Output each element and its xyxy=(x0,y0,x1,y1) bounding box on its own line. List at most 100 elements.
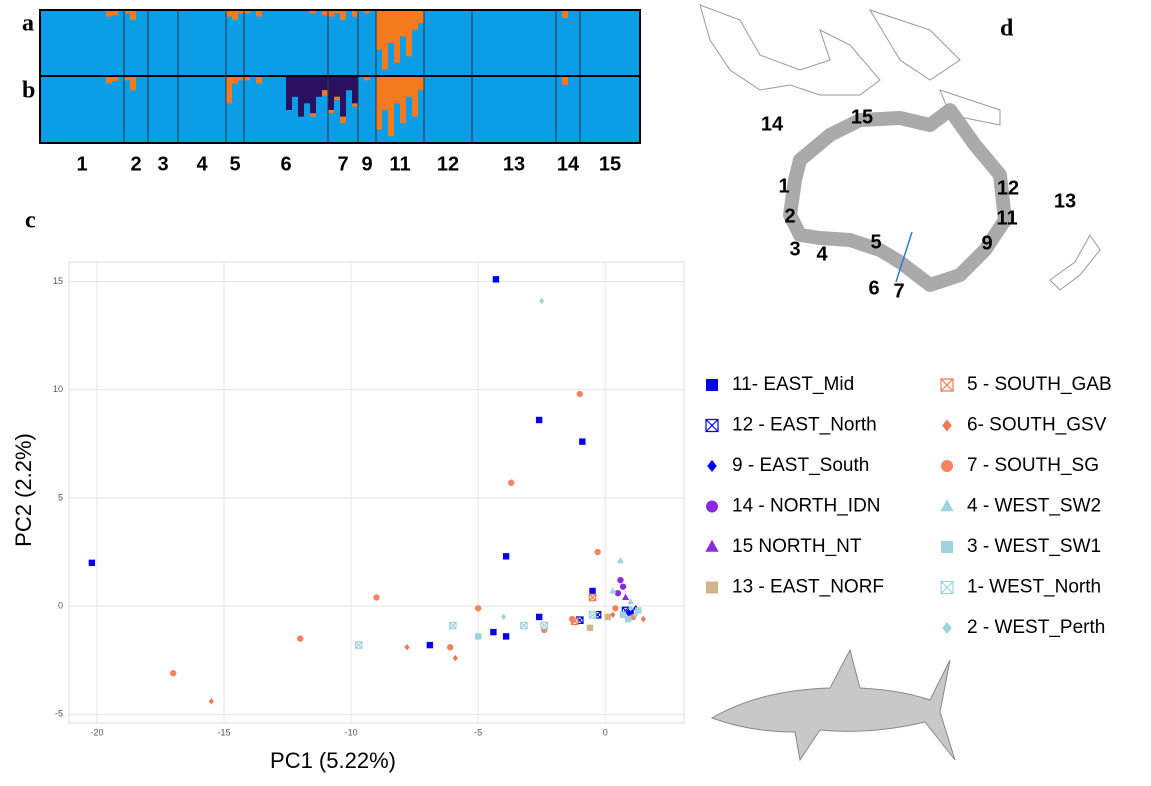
point xyxy=(619,583,627,590)
admixture-bar xyxy=(292,77,298,97)
legend-marker xyxy=(942,419,952,432)
admixture-bar xyxy=(364,77,370,81)
x-tick-label: 0 xyxy=(603,727,608,737)
point xyxy=(502,633,510,640)
admixture-bar xyxy=(256,77,262,84)
admixture-bar xyxy=(418,77,424,91)
legend-label: 3 - WEST_SW1 xyxy=(967,536,1101,557)
admixture-bar xyxy=(310,113,316,117)
legend-label: 15 NORTH_NT xyxy=(732,536,862,557)
admixture-bar xyxy=(406,10,412,57)
point xyxy=(579,438,586,445)
admixture-bar xyxy=(394,77,400,104)
map-label: 9 xyxy=(981,232,992,254)
legend-marker xyxy=(706,581,718,594)
admixture-bar xyxy=(352,10,358,17)
map-label: 2 xyxy=(784,205,795,227)
legend-marker xyxy=(707,460,717,472)
point xyxy=(520,621,528,630)
admixture-bar xyxy=(412,77,418,117)
admixture-bar xyxy=(418,10,424,24)
group-label: 7 xyxy=(337,153,348,175)
admixture-bar xyxy=(124,77,130,81)
point xyxy=(474,633,482,640)
point xyxy=(628,605,634,612)
point xyxy=(622,593,630,601)
point xyxy=(492,276,500,283)
legend-label: 9 - EAST_South xyxy=(732,455,869,476)
point xyxy=(609,587,617,594)
point xyxy=(576,390,584,398)
map-label: 15 xyxy=(851,106,873,128)
admixture-bar xyxy=(316,77,322,97)
admixture-bar xyxy=(226,10,232,17)
point xyxy=(588,610,597,619)
legend-marker xyxy=(706,379,718,391)
plot-area xyxy=(68,261,685,724)
legend-label: 4 - WEST_SW2 xyxy=(967,496,1101,517)
legend-label: 1- WEST_North xyxy=(967,577,1101,598)
admixture-bar xyxy=(106,77,112,84)
point xyxy=(474,605,482,612)
admixture-bar xyxy=(328,110,334,114)
legend-label: 11- EAST_Mid xyxy=(732,374,854,395)
point xyxy=(404,644,410,651)
point xyxy=(448,621,457,630)
group-label: 13 xyxy=(503,153,525,175)
x-tick-label: -5 xyxy=(474,727,482,737)
admixture-bar xyxy=(322,77,328,91)
admixture-bar xyxy=(124,10,130,14)
admixture-bar xyxy=(364,10,370,14)
point xyxy=(208,698,214,705)
point xyxy=(426,641,434,649)
legend-marker xyxy=(942,622,952,634)
admixture-bar xyxy=(238,77,244,81)
admixture-bar xyxy=(244,77,250,81)
x-tick-label: -10 xyxy=(345,727,358,737)
legend-marker xyxy=(705,539,719,552)
admixture-bar xyxy=(340,116,346,124)
map-label: 1 xyxy=(778,175,789,197)
point xyxy=(625,609,631,616)
map xyxy=(699,4,1101,292)
map-label: 14 xyxy=(761,113,784,135)
map-label: 11 xyxy=(996,207,1017,229)
admixture-background xyxy=(40,10,640,76)
legend-marker xyxy=(706,500,718,513)
admixture-bar xyxy=(310,10,316,14)
legend-label: 2 - WEST_Perth xyxy=(967,617,1105,638)
admixture-bar xyxy=(310,77,316,114)
y-tick-label: 10 xyxy=(53,384,63,394)
point xyxy=(88,559,96,567)
y-axis-title: PC2 (2.2%) xyxy=(11,433,36,547)
group-label: 4 xyxy=(196,153,208,175)
panel-label: d xyxy=(1000,16,1014,42)
point xyxy=(604,613,611,621)
y-tick-label: 5 xyxy=(58,492,63,502)
y-tick-label: 15 xyxy=(53,276,63,286)
point xyxy=(588,593,597,602)
legend-marker xyxy=(941,460,953,472)
map-label: 12 xyxy=(997,177,1019,199)
legend-label: 7 - SOUTH_SG xyxy=(967,455,1099,476)
point xyxy=(589,587,596,595)
point xyxy=(635,607,642,614)
map-label: 6 xyxy=(868,277,879,299)
y-tick-label: -5 xyxy=(55,709,63,719)
group-label: 1 xyxy=(76,153,87,175)
point xyxy=(501,613,507,621)
admixture-bar xyxy=(322,90,328,96)
admixture-bar xyxy=(394,10,400,63)
point xyxy=(616,556,624,564)
admixture-bar xyxy=(352,77,358,104)
point xyxy=(297,635,304,642)
admixture-bar xyxy=(376,77,382,130)
admixture-bar xyxy=(334,96,340,101)
admixture-bar xyxy=(388,10,394,43)
map-label: 4 xyxy=(816,243,828,265)
point xyxy=(614,589,622,597)
point xyxy=(586,624,594,631)
point xyxy=(619,611,627,618)
point xyxy=(446,644,454,651)
legend-marker xyxy=(705,418,719,433)
